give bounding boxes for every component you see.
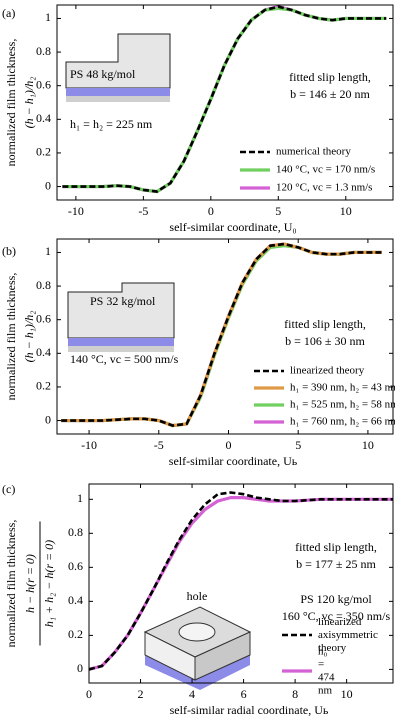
y-axis-fraction: h − h(r = 0) h₁ + h₂ − h(r = 0) (23, 521, 56, 646)
plot-frame (88, 483, 394, 684)
annotation: PS 32 kg/mol (90, 294, 156, 308)
x-axis-label: self-similar coordinate, Uь (169, 454, 298, 468)
y-axis-label: normalized film thickness, (4, 273, 18, 401)
y-axis-label: (h − h₁)/h₂ (22, 77, 36, 129)
y-axis-label: normalized film thickness, (4, 39, 18, 167)
legend-label: h₀ = 474 nm (318, 645, 335, 696)
y-tick-label: 1 (77, 491, 83, 505)
y-tick-label: 0.2 (36, 145, 51, 159)
x-tick-label: 10 (340, 204, 352, 218)
y-axis-label: normalized film thickness, (4, 520, 18, 648)
annotation: b = 146 ± 20 nm (290, 87, 370, 101)
y-axis-denominator: h₁ + h₂ − h(r = 0) (42, 540, 56, 627)
y-tick-label: 0.6 (36, 311, 51, 325)
legend-label: 140 °C, vc = 170 nm/s (276, 164, 375, 176)
x-tick-label: 0 (225, 438, 231, 452)
annotation: 160 °C, vc = 350 nm/s (282, 609, 391, 623)
x-axis-label: self-similar coordinate, U₀ (169, 220, 296, 234)
x-tick-label: 5 (275, 204, 281, 218)
panel-label: (b) (2, 244, 16, 258)
panel-label: (c) (2, 482, 15, 496)
x-tick-label: 6 (241, 687, 247, 701)
y-tick-label: 1 (45, 244, 51, 258)
annotation: b = 177 ± 25 nm (296, 557, 376, 571)
inset-a (65, 33, 171, 102)
y-tick-label: 1 (45, 10, 51, 24)
x-tick-label: 10 (341, 687, 353, 701)
y-tick-label: 0.4 (36, 345, 51, 359)
x-axis-label: self-similar radial coordinate, Uь (170, 703, 329, 717)
annotation: fitted slip length, (289, 70, 371, 84)
legend-label: h₁ = 760 nm, h₂ = 66 nm (290, 416, 395, 428)
x-tick-label: 0 (208, 204, 214, 218)
data-line (89, 491, 393, 671)
data-line (62, 5, 387, 193)
x-tick-label: 5 (295, 438, 301, 452)
y-tick-label: 0.4 (36, 111, 51, 125)
annotation: hole (187, 589, 208, 603)
legend-label: h₁ = 390 nm, h₂ = 43 nm (290, 382, 395, 394)
x-tick-label: 2 (138, 687, 144, 701)
x-tick-label: 8 (292, 687, 298, 701)
annotation: PS 48 kg/mol (70, 67, 136, 81)
inset-c (143, 606, 252, 690)
y-tick-label: 0.6 (68, 559, 83, 573)
annotation: PS 120 kg/mol (300, 592, 372, 606)
annotation: fitted slip length, (284, 317, 366, 331)
y-tick-label: 0.4 (68, 593, 83, 607)
legend-label: numerical theory (276, 146, 351, 158)
x-tick-label: 10 (362, 438, 374, 452)
x-tick-label: -5 (154, 438, 164, 452)
y-tick-label: 0.6 (36, 77, 51, 91)
x-tick-label: -10 (68, 204, 84, 218)
y-tick-label: 0 (77, 661, 83, 675)
plot-frame (56, 238, 394, 435)
x-tick-label: -10 (81, 438, 97, 452)
y-tick-label: 0 (45, 178, 51, 192)
legend-label: linearized theory (290, 365, 365, 377)
x-tick-label: 0 (86, 687, 92, 701)
y-tick-label: 0.2 (36, 379, 51, 393)
legend-label: h₁ = 525 nm, h₂ = 58 nm (290, 399, 395, 411)
y-tick-label: 0.8 (36, 44, 51, 58)
panel-label: (a) (2, 6, 15, 20)
annotation: h₁ = h₂ = 225 nm (70, 117, 153, 131)
y-tick-label: 0.2 (68, 627, 83, 641)
inset-b (67, 282, 175, 352)
x-tick-label: -5 (138, 204, 148, 218)
annotation: b = 106 ± 30 nm (285, 334, 365, 348)
y-axis-label: (h − h₁)/h₂ (22, 311, 36, 363)
y-tick-label: 0.8 (68, 525, 83, 539)
plot-frame (56, 4, 394, 201)
y-tick-label: 0 (45, 412, 51, 426)
x-tick-label: 4 (189, 687, 195, 701)
annotation: 140 °C, vc = 500 nm/s (70, 352, 179, 366)
annotation: fitted slip length, (295, 540, 377, 554)
data-line (61, 242, 382, 428)
y-axis-numerator: h − h(r = 0) (23, 554, 37, 613)
legend-label: 120 °C, vc = 1.3 nm/s (276, 182, 372, 194)
legend-label: linearized axisymmetric theory (318, 616, 378, 654)
y-tick-label: 0.8 (36, 278, 51, 292)
